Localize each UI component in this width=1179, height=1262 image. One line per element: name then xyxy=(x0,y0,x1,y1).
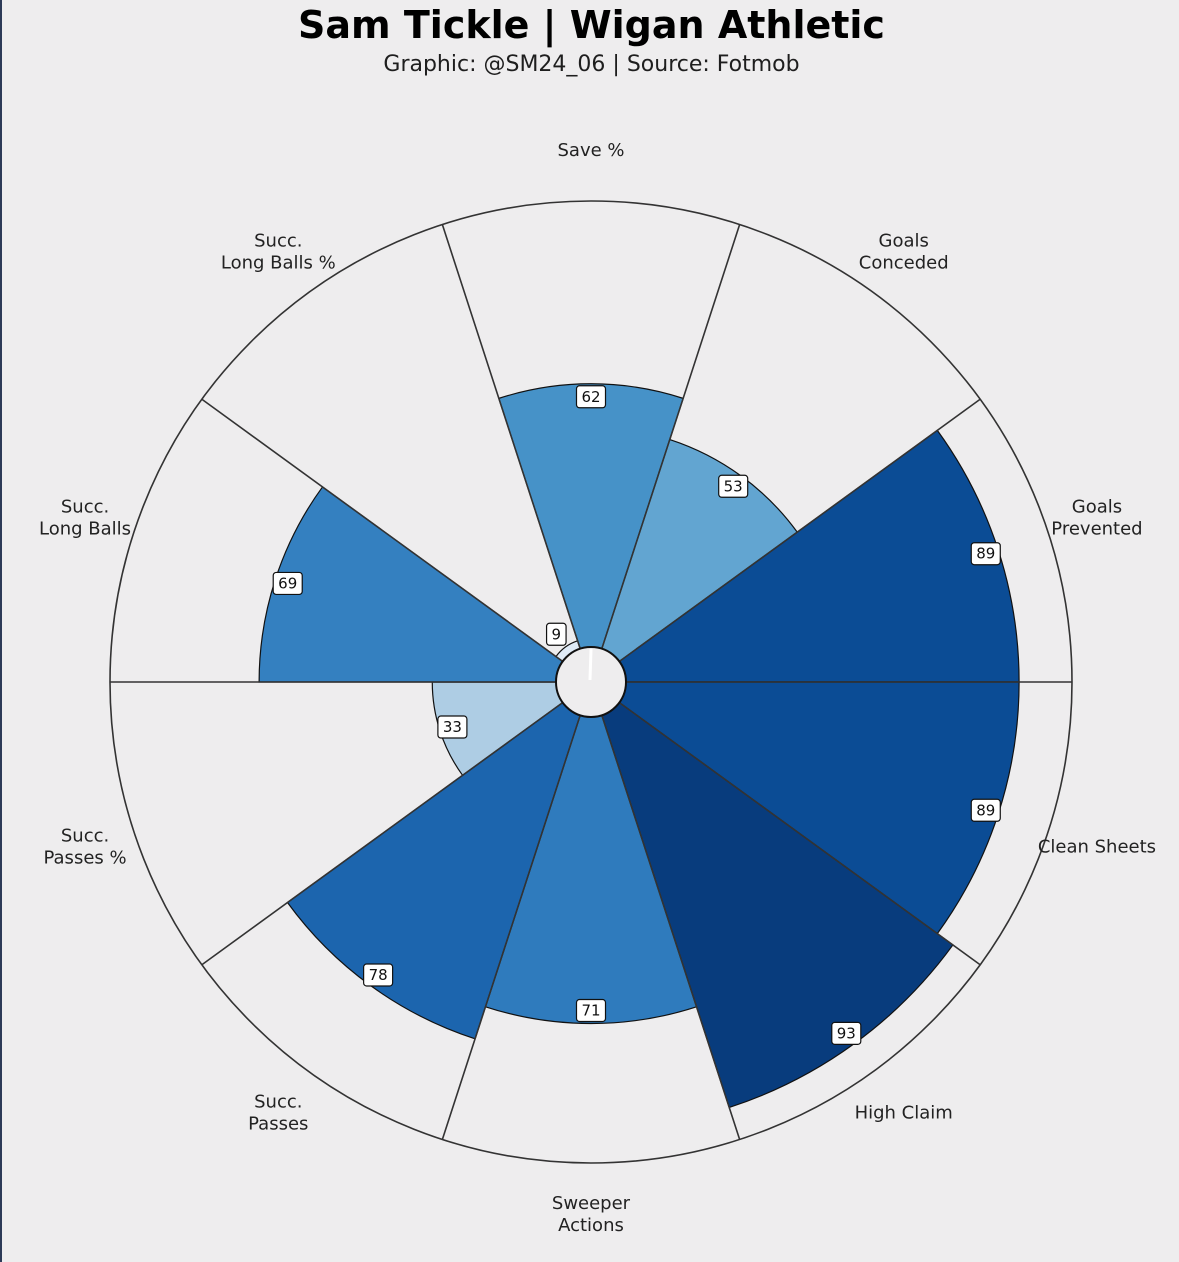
divider-line xyxy=(590,681,981,966)
category-label-goals-conceded: Goals Conceded xyxy=(859,231,949,274)
svg-text:62: 62 xyxy=(581,388,600,406)
value-label-clean-sheets: 89 xyxy=(970,798,1001,822)
slice-sweeper-actions xyxy=(484,680,698,1025)
divider-line xyxy=(590,681,741,1140)
svg-text:9: 9 xyxy=(552,625,562,643)
svg-text:71: 71 xyxy=(581,1002,600,1020)
divider-line xyxy=(590,398,981,683)
svg-text:69: 69 xyxy=(278,574,297,592)
value-label-sweeper-actions: 71 xyxy=(575,998,607,1023)
category-label-succ-passes: Succ. Passes xyxy=(248,1091,308,1134)
value-label-goals-prevented: 89 xyxy=(970,542,1001,566)
divider-line xyxy=(441,681,592,1140)
category-label-succ-long-balls-pct: Succ. Long Balls % xyxy=(221,231,336,274)
chart-subtitle: Graphic: @SM24_06 | Source: Fotmob xyxy=(383,52,800,77)
chart-title: Sam Tickle | Wigan Athletic xyxy=(298,3,885,47)
value-labels: 62 53 89 89 93 71 78 33 69 9 xyxy=(272,385,1001,1045)
center-hole xyxy=(555,646,627,718)
value-label-goals-conceded: 53 xyxy=(718,474,749,498)
category-label-goals-prevented: Goals Prevented xyxy=(1051,497,1142,540)
value-label-succ-passes-pct: 33 xyxy=(437,715,468,739)
center-tick xyxy=(588,648,593,681)
category-label-succ-passes-pct: Succ. Passes % xyxy=(43,825,126,868)
svg-text:78: 78 xyxy=(369,966,388,984)
category-label-save-pct: Save % xyxy=(557,140,624,161)
svg-text:33: 33 xyxy=(443,718,462,736)
slice-save-pct xyxy=(498,383,684,684)
category-label-high-claim: High Claim xyxy=(855,1102,953,1123)
svg-text:93: 93 xyxy=(837,1024,856,1042)
value-slices xyxy=(258,383,1020,1109)
value-label-succ-passes: 78 xyxy=(363,963,394,987)
outer-ring xyxy=(109,200,1073,1164)
value-label-high-claim: 93 xyxy=(831,1021,862,1045)
category-labels: Save % Goals Conceded Goals Prevented Clean S… xyxy=(39,140,1156,1236)
category-label-clean-sheets: Clean Sheets xyxy=(1038,836,1156,857)
svg-text:89: 89 xyxy=(976,801,995,819)
svg-text:53: 53 xyxy=(724,477,743,495)
slice-bg-succ-long-balls-pct xyxy=(201,224,592,683)
divider-line xyxy=(590,224,741,683)
divider-line xyxy=(201,681,592,966)
category-label-succ-long-balls: Succ. Long Balls xyxy=(39,497,131,540)
value-label-succ-long-balls: 69 xyxy=(272,571,303,596)
divider-line xyxy=(441,224,592,683)
slice-dividers xyxy=(110,224,1072,1140)
divider-line xyxy=(201,398,592,683)
value-label-save-pct: 62 xyxy=(575,385,607,409)
category-label-sweeper-actions: Sweeper Actions xyxy=(552,1193,631,1236)
value-label-succ-long-balls-pct: 9 xyxy=(545,622,567,646)
svg-text:89: 89 xyxy=(976,545,995,563)
